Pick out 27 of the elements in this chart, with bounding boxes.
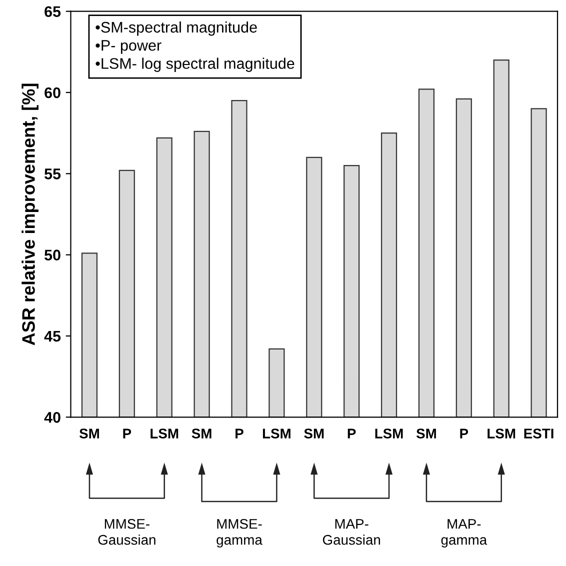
x-tick-label: SM <box>304 428 324 438</box>
y-tick-label: 45 <box>44 331 61 342</box>
x-tick-label: LSM <box>375 428 403 438</box>
x-tick-label: P <box>460 428 468 438</box>
x-tick-label: SM <box>192 428 212 438</box>
annotation: •SM-spectral magnitude <box>96 21 257 36</box>
x-tick-label: P <box>348 428 356 438</box>
x-tick-label: ESTI <box>524 428 554 438</box>
x-tick-label: LSM <box>262 428 290 438</box>
x-tick-label: LSM <box>488 428 516 438</box>
annotation: •LSM- log spectral magnitude <box>96 58 294 72</box>
text: MAP- gamma <box>441 519 488 548</box>
x-tick-label: SM <box>79 428 99 438</box>
y-tick-label: 65 <box>44 6 61 18</box>
x-tick-label: LSM <box>150 428 178 438</box>
y-tick-label: 50 <box>44 250 60 260</box>
x-tick-label: P <box>123 428 132 438</box>
y-tick-label: 60 <box>44 87 60 98</box>
annotation: •P- power <box>96 40 162 54</box>
text: MAP- Gaussian <box>322 519 380 545</box>
x-tick-label: SM <box>416 428 436 438</box>
text: MMSE- Gaussian <box>98 518 156 545</box>
text: MMSE- gamma <box>216 518 262 548</box>
y-axis-title: ASR relative improvement, [%] <box>22 84 38 346</box>
y-tick-label: 40 <box>44 412 60 423</box>
y-tick-label: 55 <box>44 168 61 180</box>
x-tick-label: P <box>236 428 244 438</box>
